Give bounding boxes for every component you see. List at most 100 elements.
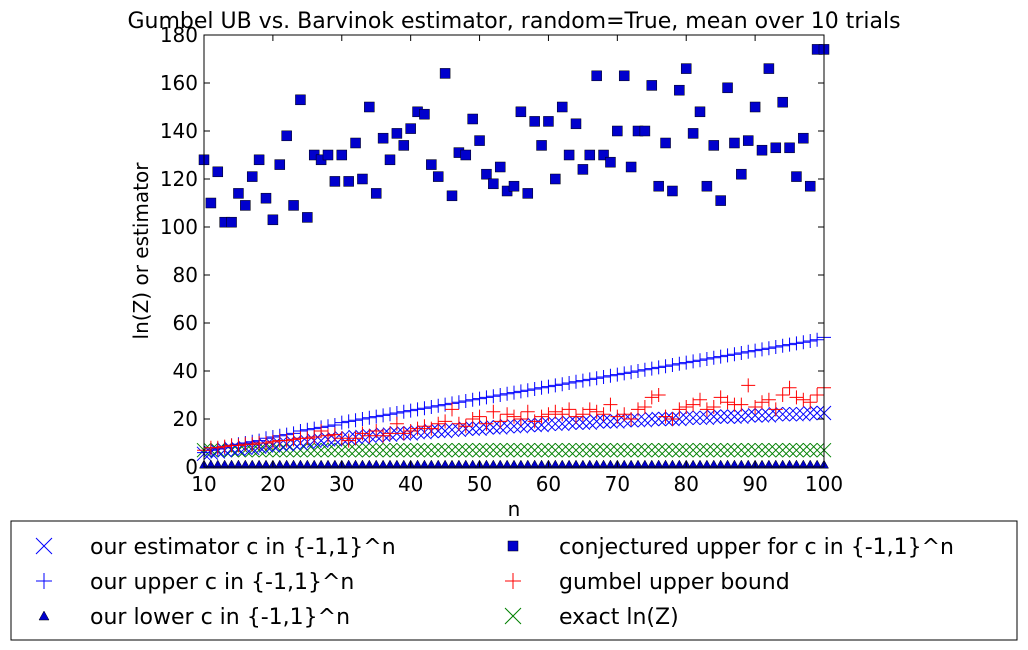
- data-point: [692, 442, 708, 458]
- data-point: [569, 374, 583, 389]
- data-point: [472, 442, 487, 458]
- data-point: [605, 156, 616, 168]
- data-point: [582, 372, 597, 387]
- data-point: [481, 168, 492, 180]
- y-axis-label: ln(Z) or estimator: [129, 162, 153, 340]
- data-point: [405, 123, 416, 134]
- data-point: [536, 459, 547, 469]
- data-point: [355, 442, 370, 458]
- data-point: [396, 442, 412, 458]
- data-point: [713, 349, 728, 364]
- data-point: [791, 171, 802, 182]
- data-point: [486, 389, 501, 404]
- data-point: [548, 404, 563, 419]
- data-point: [383, 426, 397, 441]
- data-point: [506, 442, 522, 458]
- data-point: [430, 442, 446, 458]
- data-point: [226, 459, 237, 469]
- data-point: [631, 364, 645, 378]
- data-point: [364, 459, 375, 469]
- data-point: [389, 442, 405, 458]
- data-point: [741, 378, 756, 393]
- data-point: [617, 366, 632, 381]
- data-point: [439, 68, 451, 79]
- data-point: [564, 459, 575, 469]
- legend-marker: [35, 537, 53, 555]
- data-point: [488, 178, 499, 190]
- data-point: [465, 421, 481, 436]
- data-point: [281, 130, 292, 142]
- data-point: [300, 431, 315, 446]
- data-point: [701, 459, 712, 469]
- data-point: [804, 180, 816, 192]
- data-point: [355, 426, 370, 441]
- data-point: [485, 420, 501, 435]
- data-point: [561, 442, 577, 458]
- data-point: [651, 411, 667, 427]
- data-point: [610, 367, 625, 382]
- data-point: [736, 168, 747, 180]
- data-point: [479, 442, 494, 458]
- data-point: [460, 459, 471, 469]
- data-point: [550, 459, 561, 469]
- data-point: [694, 106, 706, 118]
- legend-label: conjectured upper for c in {-1,1}^n: [559, 535, 954, 560]
- data-point: [708, 459, 719, 469]
- data-point: [644, 442, 660, 458]
- data-point: [651, 442, 667, 458]
- data-point: [589, 404, 604, 419]
- data-point: [520, 417, 536, 433]
- data-point: [233, 188, 244, 199]
- data-point: [433, 459, 444, 469]
- y-tick-label: 160: [160, 71, 198, 95]
- data-point: [603, 397, 618, 412]
- data-point: [563, 149, 575, 161]
- data-point: [424, 400, 439, 414]
- legend-item: conjectured upper for c in {-1,1}^n: [507, 535, 954, 560]
- data-marks: [196, 44, 832, 469]
- data-point: [742, 135, 754, 146]
- data-point: [465, 392, 480, 407]
- data-point: [361, 442, 377, 458]
- data-point: [624, 365, 639, 380]
- data-point: [722, 459, 733, 469]
- data-point: [493, 388, 508, 402]
- data-point: [812, 459, 823, 469]
- data-point: [561, 415, 577, 430]
- data-point: [513, 418, 529, 434]
- data-point: [412, 459, 423, 469]
- data-point: [686, 354, 701, 369]
- data-point: [802, 405, 818, 421]
- data-point: [534, 409, 549, 424]
- data-point: [734, 346, 749, 360]
- data-point: [796, 335, 811, 350]
- data-point: [541, 442, 556, 458]
- legend: our estimator c in {-1,1}^n our upper c i…: [10, 520, 1018, 641]
- data-point: [770, 142, 782, 154]
- data-point: [451, 416, 466, 431]
- data-point: [543, 116, 554, 127]
- data-point: [217, 439, 232, 454]
- data-point: [720, 395, 735, 410]
- data-point: [577, 459, 588, 469]
- data-point: [761, 392, 776, 407]
- data-point: [624, 412, 639, 426]
- data-point: [329, 459, 340, 469]
- x-tick-label: 90: [742, 472, 767, 496]
- data-point: [364, 101, 375, 113]
- data-point: [541, 407, 556, 422]
- data-point: [432, 171, 444, 182]
- data-point: [798, 459, 809, 469]
- data-point: [509, 459, 519, 469]
- data-point: [536, 140, 547, 151]
- data-point: [343, 176, 354, 187]
- data-point: [570, 118, 582, 130]
- data-point: [445, 402, 459, 417]
- data-point: [713, 442, 729, 458]
- data-point: [500, 407, 515, 422]
- data-point: [493, 414, 508, 429]
- data-point: [754, 408, 770, 423]
- data-point: [226, 216, 237, 228]
- data-point: [680, 63, 692, 74]
- data-point: [616, 442, 632, 458]
